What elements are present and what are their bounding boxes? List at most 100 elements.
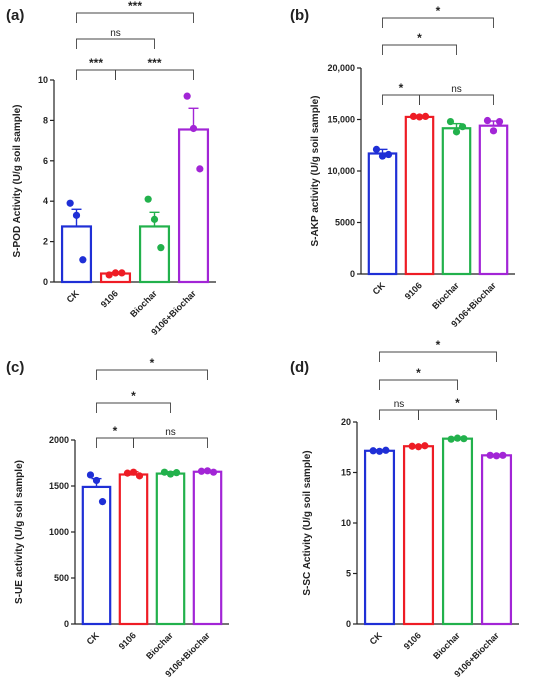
y-tick-label: 500 [54, 573, 69, 583]
bar-9106-biochar [192, 470, 223, 626]
significance-label: *** [128, 0, 142, 13]
significance-bracket [379, 379, 458, 390]
data-point [160, 468, 169, 476]
data-point [414, 443, 423, 451]
data-point [378, 152, 387, 160]
data-point [144, 195, 152, 203]
bar-9106 [402, 445, 435, 626]
significance-label: * [150, 356, 155, 370]
y-axis-title: S-UE activity (U/g soil sample) [14, 460, 25, 604]
x-tick-label: Biochar [144, 630, 175, 661]
data-point [98, 498, 107, 506]
data-point [79, 256, 87, 264]
significance-label: * [455, 396, 460, 410]
y-tick-label: 10 [341, 518, 351, 528]
y-tick-label: 0 [346, 619, 351, 629]
significance-bracket [382, 17, 494, 28]
significance-bracket [96, 402, 171, 413]
y-tick-label: 5000 [335, 218, 355, 228]
data-point [415, 113, 424, 121]
data-point [123, 469, 132, 477]
y-tick-label: 0 [64, 619, 69, 629]
data-point [447, 435, 455, 443]
data-point [118, 269, 126, 277]
data-point [492, 452, 501, 460]
bar-ck [81, 485, 112, 626]
data-point [150, 215, 159, 223]
bar-9106-biochar [177, 128, 210, 284]
significance-label: * [113, 424, 118, 438]
data-point [375, 447, 384, 455]
significance-bracket [382, 44, 457, 55]
data-point [460, 435, 468, 443]
significance-label: * [131, 389, 136, 403]
bar-ck [367, 152, 398, 276]
data-point [166, 470, 175, 478]
data-point [382, 446, 390, 454]
x-tick-label: 9106 [99, 288, 120, 309]
data-point [421, 442, 429, 450]
y-tick-label: 0 [43, 277, 48, 287]
x-tick-label: Biochar [128, 288, 159, 319]
y-tick-label: 6 [43, 156, 48, 166]
data-point [129, 468, 138, 476]
data-point [172, 469, 181, 477]
panel-label: (d) [290, 359, 309, 376]
data-point [372, 145, 381, 153]
data-point [421, 112, 430, 121]
significance-bracket [96, 369, 208, 380]
significance-label: *** [89, 56, 103, 70]
x-tick-label: 9106 [402, 630, 423, 651]
panel-label: (c) [6, 359, 24, 376]
y-axis-title: S-SC Activity (U/g soil sample) [302, 450, 313, 595]
data-point [452, 128, 461, 136]
y-tick-label: 15 [341, 468, 351, 478]
y-tick-label: 20,000 [327, 63, 355, 73]
bar-biochar [441, 437, 474, 626]
significance-label: ns [394, 399, 405, 410]
data-point [72, 211, 81, 219]
data-point [499, 451, 507, 459]
y-tick-label: 1500 [49, 481, 69, 491]
data-point [189, 124, 198, 133]
significance-bracket [96, 437, 134, 448]
y-tick-label: 2 [43, 237, 48, 247]
significance-bracket [76, 38, 155, 49]
y-tick-label: 4 [43, 196, 48, 206]
y-axis-title: S-AKP activity (U/g soil sample) [310, 96, 321, 247]
significance-bracket [133, 437, 208, 448]
significance-bracket [76, 12, 194, 23]
data-point [203, 467, 212, 475]
data-point [197, 467, 206, 475]
chart-panel-1: (a) S-POD Activity (U/g soil sample) 0 2 4 6 8… [6, 0, 216, 337]
data-point [183, 92, 191, 100]
data-point [483, 116, 492, 125]
x-tick-label: Biochar [431, 630, 462, 661]
bar-9106 [118, 473, 149, 626]
x-tick-label: CK [371, 280, 388, 297]
significance-bracket [379, 409, 419, 420]
data-point [369, 447, 377, 455]
data-point [135, 472, 144, 480]
y-tick-label: 2000 [49, 435, 69, 445]
significance-label: * [417, 31, 422, 45]
chart-panel-3: (c) S-UE activity (U/g soil sample) 0 500 10… [6, 356, 229, 679]
x-tick-label: Biochar [430, 280, 461, 311]
significance-label: * [399, 81, 404, 95]
data-point [409, 112, 418, 121]
significance-bracket [382, 94, 420, 105]
panel-label: (b) [290, 7, 309, 24]
x-tick-label: CK [368, 630, 385, 647]
significance-bracket [115, 69, 194, 80]
significance-bracket [419, 94, 494, 105]
y-tick-label: 10 [38, 75, 48, 85]
x-tick-label: CK [65, 288, 82, 305]
significance-bracket [379, 351, 497, 362]
x-tick-label: 9106 [403, 280, 424, 301]
significance-label: ns [451, 84, 462, 95]
data-point [196, 165, 204, 173]
data-point [486, 451, 494, 459]
x-tick-label: CK [85, 630, 102, 647]
y-tick-label: 20 [341, 417, 351, 427]
bar-biochar [138, 225, 171, 284]
